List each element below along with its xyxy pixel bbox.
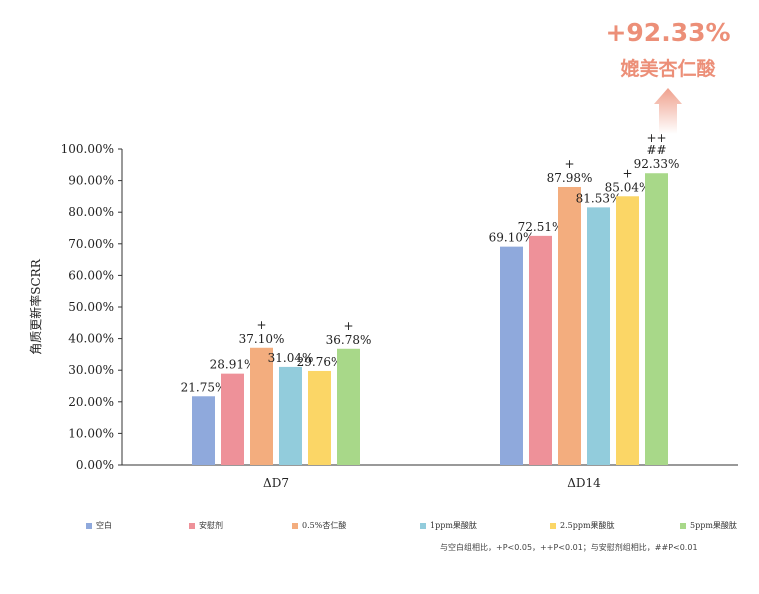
data-label: 31.04% — [268, 351, 314, 365]
y-tick-label: 50.00% — [68, 300, 114, 314]
significance-mark: + — [256, 318, 266, 332]
data-label: 87.98% — [547, 171, 593, 185]
y-tick-label: 100.00% — [61, 142, 114, 156]
bar — [587, 207, 610, 465]
chart-legend: 空白 安慰剂 0.5%杏仁酸 1ppm果酸肽 2.5ppm果酸肽 5ppm果酸肽 — [0, 520, 759, 534]
y-tick-label: 20.00% — [68, 395, 114, 409]
y-tick-label: 40.00% — [68, 332, 114, 346]
y-tick-label: 30.00% — [68, 363, 114, 377]
legend-label: 安慰剂 — [199, 521, 223, 530]
legend-item: 5ppm果酸肽 — [680, 520, 737, 531]
legend-item: 0.5%杏仁酸 — [292, 520, 346, 531]
y-axis-label: 角质更新率SCRR — [28, 258, 43, 354]
legend-swatch — [86, 522, 92, 529]
chart-footnote: 与空白组相比，+P<0.05，++P<0.01；与安慰剂组相比，##P<0.01 — [440, 543, 698, 552]
bar — [279, 366, 302, 465]
callout-label: 媲美杏仁酸 — [620, 58, 716, 80]
legend-swatch — [292, 522, 298, 529]
y-tick-label: 90.00% — [68, 174, 114, 188]
data-label: 28.91% — [210, 358, 256, 372]
significance-mark: ## — [646, 143, 666, 157]
bar — [337, 348, 360, 465]
x-tick-label: ΔD7 — [263, 476, 289, 490]
significance-mark: + — [343, 319, 353, 333]
legend-swatch — [420, 522, 426, 529]
bar — [250, 347, 273, 465]
legend-swatch — [189, 522, 195, 529]
y-tick-label: 0.00% — [76, 458, 114, 472]
legend-swatch — [680, 522, 686, 529]
bar — [500, 246, 523, 465]
bar — [645, 173, 668, 466]
bar — [616, 196, 639, 465]
bar — [308, 370, 331, 465]
callout-value: +92.33% — [605, 18, 731, 47]
data-label: 92.33% — [634, 157, 680, 171]
legend-label: 0.5%杏仁酸 — [302, 521, 347, 530]
data-label: 36.78% — [326, 333, 372, 347]
bar — [221, 373, 244, 465]
legend-item: 空白 — [86, 520, 112, 531]
legend-swatch — [550, 522, 556, 529]
legend-item: 1ppm果酸肽 — [420, 520, 477, 531]
data-label: 81.53% — [576, 191, 622, 205]
significance-mark: + — [622, 166, 632, 180]
legend-label: 空白 — [96, 521, 112, 530]
legend-label: 5ppm果酸肽 — [690, 521, 737, 530]
bar — [558, 186, 581, 465]
legend-label: 2.5ppm果酸肽 — [560, 521, 615, 530]
y-tick-label: 10.00% — [68, 426, 114, 440]
data-label: 69.10% — [489, 231, 535, 245]
bar — [529, 235, 552, 465]
significance-mark: + — [564, 157, 574, 171]
legend-item: 安慰剂 — [189, 520, 223, 531]
x-tick-label: ΔD14 — [567, 476, 601, 490]
data-label: 29.76% — [297, 355, 343, 369]
y-tick-label: 60.00% — [68, 268, 114, 282]
legend-label: 1ppm果酸肽 — [430, 521, 477, 530]
callout-arrow — [654, 88, 682, 134]
y-tick-label: 80.00% — [68, 205, 114, 219]
bar — [192, 396, 215, 465]
data-label: 21.75% — [181, 380, 227, 394]
legend-item: 2.5ppm果酸肽 — [550, 520, 615, 531]
significance-mark: ++ — [646, 131, 666, 145]
data-label: 85.04% — [605, 180, 651, 194]
data-label: 72.51% — [518, 220, 564, 234]
y-tick-label: 70.00% — [68, 237, 114, 251]
data-label: 37.10% — [239, 332, 285, 346]
